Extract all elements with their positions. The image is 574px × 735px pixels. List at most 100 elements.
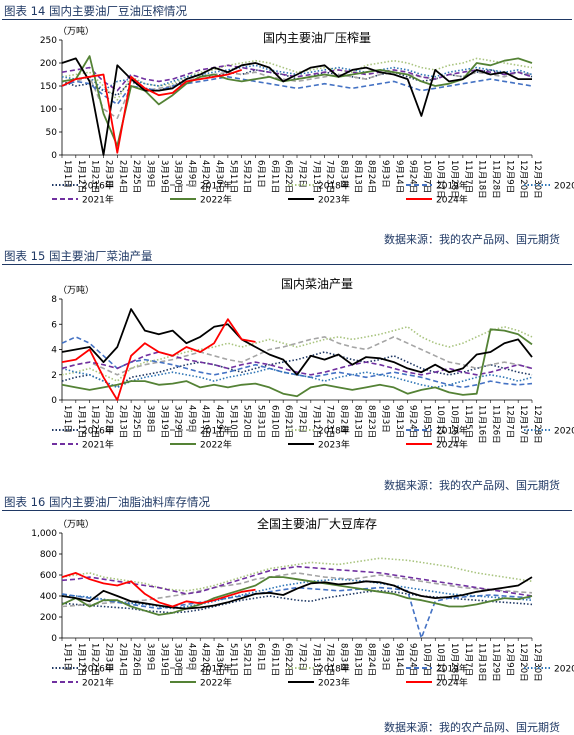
legend-label: 2016年 bbox=[82, 425, 114, 437]
x-tick-label: 4月19日 bbox=[200, 405, 210, 438]
x-tick-label: 5月21日 bbox=[242, 643, 252, 676]
legend-label: 2017年 bbox=[200, 180, 232, 192]
figure-caption: 图表 16 国内主要油厂油脂油料库存情况 bbox=[4, 495, 210, 509]
y-tick-label: 50 bbox=[46, 128, 58, 138]
data-source: 数据来源：我的农产品网、国元期货 bbox=[384, 233, 560, 246]
x-tick-label: 3月30日 bbox=[173, 643, 183, 676]
x-tick-label: 12月7日 bbox=[504, 405, 514, 438]
x-tick-label: 4月9日 bbox=[186, 160, 196, 188]
y-tick-label: 4 bbox=[51, 346, 57, 356]
x-tick-label: 5月20日 bbox=[242, 405, 252, 438]
x-tick-label: 10月17日 bbox=[435, 160, 445, 199]
x-tick-label: 12月17日 bbox=[518, 405, 528, 444]
series-line bbox=[61, 351, 533, 376]
caption-divider bbox=[2, 264, 572, 265]
legend-label: 2018年 bbox=[318, 663, 350, 675]
legend-label: 2024年 bbox=[436, 677, 468, 689]
series-line bbox=[61, 308, 533, 376]
x-tick-label: 11月16日 bbox=[477, 405, 487, 444]
legend-label: 2024年 bbox=[436, 439, 468, 451]
x-tick-label: 2月25日 bbox=[131, 160, 141, 193]
x-tick-label: 9月3日 bbox=[380, 160, 390, 188]
x-tick-label: 3月19日 bbox=[159, 643, 169, 676]
y-tick-label: 0 bbox=[51, 634, 57, 644]
x-tick-label: 2月14日 bbox=[117, 160, 127, 193]
chart-rapeseed-oil-output: 国内菜油产量 （万吨） 0 2 4 6 8 1月1日 1月11日 1月22日 2月2日 2月13日 2月… bbox=[51, 277, 574, 451]
x-tick-label: 10月5日 bbox=[421, 405, 431, 438]
series-line bbox=[61, 328, 533, 398]
chart-title: 全国主要油厂大豆库存 bbox=[257, 516, 377, 531]
series-line bbox=[61, 57, 532, 156]
series-line bbox=[61, 572, 533, 608]
series-line bbox=[61, 336, 533, 389]
x-tick-label: 6月1日 bbox=[256, 643, 266, 671]
legend-label: 2021年 bbox=[82, 439, 114, 451]
series-line bbox=[61, 576, 533, 616]
legend-label: 2017年 bbox=[200, 663, 232, 675]
x-tick-label: 9月24日 bbox=[408, 160, 418, 193]
x-tick-label: 8月2日 bbox=[338, 405, 348, 433]
legend-label: 2018年 bbox=[318, 180, 350, 192]
caption-divider bbox=[2, 19, 572, 20]
legend-label: 2016年 bbox=[82, 663, 114, 675]
y-tick-label: 8 bbox=[51, 295, 57, 305]
x-tick-label: 5月31日 bbox=[256, 405, 266, 438]
series-line bbox=[61, 351, 533, 389]
y-tick-label: 1,000 bbox=[31, 529, 57, 539]
x-tick-label: 10月15日 bbox=[435, 405, 445, 444]
x-tick-label: 12月30日 bbox=[532, 160, 542, 199]
x-tick-label: 12月9日 bbox=[504, 160, 514, 193]
x-tick-label: 3月9日 bbox=[145, 160, 155, 188]
x-tick-label: 6月11日 bbox=[269, 160, 279, 193]
x-tick-label: 4月9日 bbox=[186, 643, 196, 671]
y-tick-label: 400 bbox=[40, 592, 57, 602]
x-tick-label: 2月3日 bbox=[103, 160, 113, 188]
y-tick-label: 6 bbox=[51, 320, 57, 330]
x-tick-label: 6月1日 bbox=[256, 160, 266, 188]
x-tick-label: 4月30日 bbox=[214, 643, 224, 676]
legend-label: 2023年 bbox=[318, 194, 350, 206]
chart-soybean-inventory: 全国主要油厂大豆库存 （万吨） 0 200 400 600 800 1,000 1月1日 1月12… bbox=[31, 516, 574, 689]
x-tick-label: 10月28日 bbox=[449, 160, 459, 199]
x-tick-label: 8月3日 bbox=[338, 160, 348, 188]
x-tick-label: 4月9日 bbox=[186, 405, 196, 433]
series-line bbox=[61, 336, 533, 376]
x-tick-label: 2月14日 bbox=[117, 643, 127, 676]
x-tick-label: 3月30日 bbox=[173, 160, 183, 193]
chart-title: 国内主要油厂压榨量 bbox=[263, 30, 371, 45]
series-line bbox=[61, 565, 533, 597]
legend-label: 2021年 bbox=[82, 194, 114, 206]
x-tick-label: 2月3日 bbox=[103, 643, 113, 671]
legend-label: 2019年 bbox=[436, 180, 468, 192]
x-tick-label: 9月24日 bbox=[408, 643, 418, 676]
x-tick-label: 3月19日 bbox=[159, 160, 169, 193]
x-tick-label: 7月23日 bbox=[325, 160, 335, 193]
x-tick-label: 9月14日 bbox=[394, 160, 404, 193]
legend-label: 2019年 bbox=[436, 663, 468, 675]
y-tick-label: 150 bbox=[40, 82, 57, 92]
x-tick-label: 1月22日 bbox=[90, 643, 100, 676]
legend-label: 2016年 bbox=[82, 180, 114, 192]
x-tick-label: 11月7日 bbox=[463, 160, 473, 193]
x-tick-label: 12月30日 bbox=[532, 643, 542, 682]
x-tick-label: 9月3日 bbox=[380, 405, 390, 433]
legend-label: 2020年 bbox=[554, 425, 574, 437]
x-tick-label: 4月20日 bbox=[200, 160, 210, 193]
x-tick-label: 10月7日 bbox=[421, 643, 431, 676]
x-tick-label: 11月28日 bbox=[491, 160, 501, 199]
y-tick-label: 2 bbox=[51, 371, 57, 381]
x-tick-label: 9月13日 bbox=[394, 405, 404, 438]
x-tick-label: 8月13日 bbox=[352, 643, 362, 676]
x-tick-label: 12月20日 bbox=[518, 160, 528, 199]
x-tick-label: 3月8日 bbox=[145, 405, 155, 433]
x-tick-label: 6月11日 bbox=[269, 643, 279, 676]
legend-label: 2017年 bbox=[200, 425, 232, 437]
x-tick-label: 7月2日 bbox=[297, 405, 307, 433]
series-line bbox=[61, 318, 256, 401]
chart-title: 国内菜油产量 bbox=[281, 277, 353, 291]
x-tick-label: 3月9日 bbox=[145, 643, 155, 671]
x-tick-label: 3月29日 bbox=[173, 405, 183, 438]
x-tick-label: 11月5日 bbox=[463, 405, 473, 438]
x-tick-label: 11月29日 bbox=[491, 643, 501, 682]
x-tick-label: 7月2日 bbox=[297, 160, 307, 188]
